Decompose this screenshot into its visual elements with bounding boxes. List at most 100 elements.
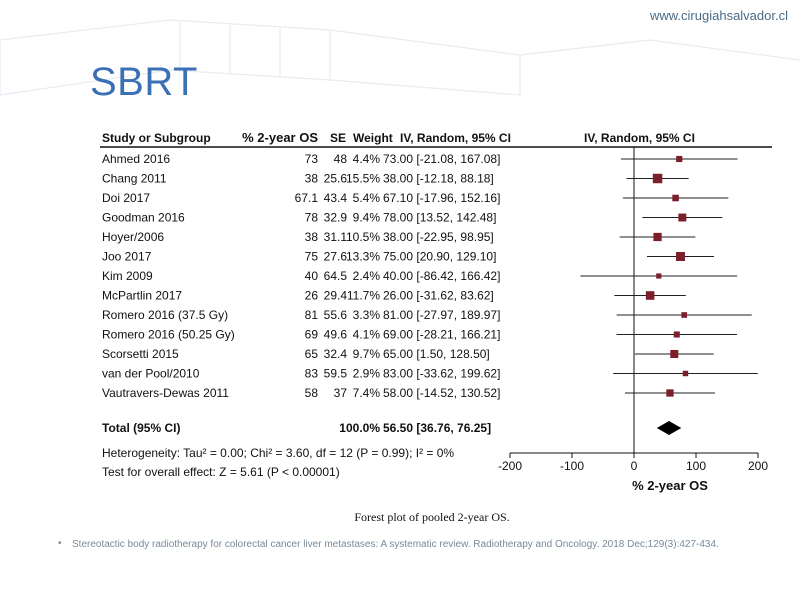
study-se: 32.9 (324, 211, 348, 225)
study-weight: 4.1% (353, 328, 381, 342)
study-value: 73 (305, 152, 319, 166)
study-se: 32.4 (324, 347, 348, 361)
study-weight: 4.4% (353, 152, 381, 166)
study-name: Vautravers-Dewas 2011 (102, 386, 229, 400)
study-ci: 78.00 [13.52, 142.48] (383, 211, 496, 225)
study-marker (673, 331, 680, 338)
header-value: % 2-year OS (242, 130, 318, 145)
study-name: Goodman 2016 (102, 211, 185, 225)
study-se: 25.6 (324, 172, 348, 186)
header-study: Study or Subgroup (102, 131, 211, 145)
study-ci: 73.00 [-21.08, 167.08] (383, 152, 500, 166)
study-se: 55.6 (324, 308, 348, 322)
study-name: Ahmed 2016 (102, 152, 170, 166)
study-weight: 7.4% (353, 386, 381, 400)
study-name: Hoyer/2006 (102, 230, 164, 244)
study-value: 26 (305, 289, 319, 303)
total-ci: 56.50 [36.76, 76.25] (383, 421, 491, 435)
study-marker (676, 155, 683, 163)
study-marker (681, 312, 688, 318)
study-weight: 11.7% (347, 289, 380, 303)
slide-title: SBRT (90, 60, 198, 104)
study-ci: 65.00 [1.50, 128.50] (383, 347, 490, 361)
study-se: 37 (334, 386, 348, 400)
study-name: Chang 2011 (102, 172, 167, 186)
study-name: Romero 2016 (37.5 Gy) (102, 308, 228, 322)
study-weight: 5.4% (353, 191, 381, 205)
header-weight: Weight (353, 131, 393, 145)
study-ci: 26.00 [-31.62, 83.62] (383, 289, 494, 303)
study-name: Kim 2009 (102, 269, 153, 283)
study-value: 40 (305, 269, 319, 283)
forest-plot: Study or Subgroup % 2-year OS SE Weight IV, … (100, 130, 772, 493)
study-marker (645, 291, 655, 300)
study-ci: 38.00 [-12.18, 88.18] (383, 172, 494, 186)
study-weight: 3.3% (353, 308, 381, 322)
study-marker (653, 232, 662, 242)
x-axis-label: % 2-year OS (632, 478, 708, 493)
study-name: McPartlin 2017 (102, 289, 182, 303)
study-se: 59.5 (324, 367, 348, 381)
study-ci: 40.00 [-86.42, 166.42] (383, 269, 500, 283)
study-ci: 58.00 [-14.52, 130.52] (383, 386, 500, 400)
header-plot: IV, Random, 95% CI (584, 131, 695, 145)
study-value: 38 (305, 230, 319, 244)
study-ci: 69.00 [-28.21, 166.21] (383, 328, 500, 342)
x-tick-label: -100 (560, 459, 584, 473)
study-name: van der Pool/2010 (102, 367, 200, 381)
study-se: 29.4 (324, 289, 348, 303)
study-value: 81 (305, 308, 319, 322)
study-marker (656, 273, 662, 279)
study-marker (672, 194, 679, 202)
forest-plot-figure: Study or Subgroup % 2-year OS SE Weight IV, … (92, 120, 772, 530)
header-ci: IV, Random, 95% CI (400, 131, 511, 145)
total-diamond (656, 421, 682, 435)
study-name: Romero 2016 (50.25 Gy) (102, 328, 235, 342)
study-ci: 83.00 [-33.62, 199.62] (383, 367, 500, 381)
study-marker (652, 173, 663, 184)
study-se: 48 (334, 152, 348, 166)
reference-bullet: • (58, 538, 62, 549)
study-name: Joo 2017 (102, 250, 152, 264)
study-ci: 81.00 [-27.97, 189.97] (383, 308, 500, 322)
x-tick-label: -200 (498, 459, 522, 473)
study-marker (670, 349, 679, 359)
study-value: 58 (305, 386, 319, 400)
study-marker (682, 370, 689, 377)
study-ci: 75.00 [20.90, 129.10] (383, 250, 496, 264)
study-weight: 2.4% (353, 269, 381, 283)
heterogeneity-text: Heterogeneity: Tau² = 0.00; Chi² = 3.60,… (102, 446, 454, 460)
study-ci: 38.00 [-22.95, 98.95] (383, 230, 494, 244)
study-se: 27.6 (324, 250, 348, 264)
header-se: SE (330, 131, 346, 145)
study-se: 64.5 (324, 269, 348, 283)
study-ci: 67.10 [-17.96, 152.16] (383, 191, 500, 205)
figure-caption: Forest plot of pooled 2-year OS. (354, 510, 510, 524)
reference-text: Stereotactic body radiotherapy for color… (72, 539, 719, 550)
study-value: 38 (305, 172, 319, 186)
study-value: 69 (305, 328, 319, 342)
study-se: 43.4 (324, 191, 348, 205)
site-url: www.cirugiahsalvador.cl (649, 8, 788, 23)
study-weight: 9.4% (353, 211, 381, 225)
study-value: 67.1 (295, 191, 319, 205)
study-weight: 15.5% (346, 172, 380, 186)
study-marker (666, 389, 674, 397)
study-se: 31.1 (324, 230, 348, 244)
study-value: 75 (305, 250, 319, 264)
study-weight: 10.5% (346, 230, 380, 244)
overall-effect-text: Test for overall effect: Z = 5.61 (P < 0… (102, 465, 340, 479)
x-tick-label: 0 (631, 459, 638, 473)
study-marker (676, 252, 685, 261)
study-value: 65 (305, 347, 319, 361)
study-weight: 13.3% (346, 250, 380, 264)
study-weight: 2.9% (353, 367, 381, 381)
study-value: 83 (305, 367, 319, 381)
study-name: Scorsetti 2015 (102, 347, 179, 361)
study-name: Doi 2017 (102, 191, 150, 205)
study-marker (678, 213, 687, 222)
x-tick-label: 200 (748, 459, 768, 473)
study-weight: 9.7% (353, 347, 381, 361)
total-weight: 100.0% (339, 421, 380, 435)
study-value: 78 (305, 211, 319, 225)
